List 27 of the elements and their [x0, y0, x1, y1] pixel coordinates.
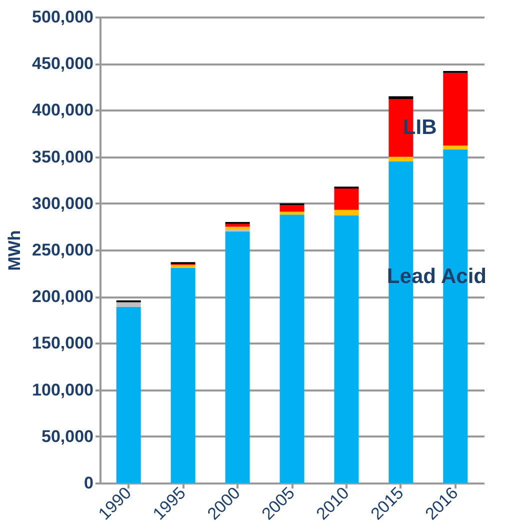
y-tick-label: 150,000	[32, 334, 94, 353]
y-tick-label: 300,000	[32, 194, 94, 213]
y-tick-label: 50,000	[42, 426, 94, 446]
bar	[225, 226, 250, 230]
bar	[334, 188, 359, 210]
bar	[388, 96, 414, 100]
y-tick-label: 100,000	[32, 380, 94, 400]
bar	[116, 302, 141, 307]
y-tick-label: 400,000	[32, 100, 94, 120]
bar	[280, 212, 304, 215]
bar	[388, 156, 414, 162]
bar	[116, 306, 141, 483]
y-axis-title: MWh	[5, 230, 24, 271]
y-tick-label: 250,000	[32, 240, 94, 260]
y-tick-label: 450,000	[32, 54, 94, 74]
bar	[280, 205, 304, 212]
bar	[280, 214, 304, 483]
y-tick-label: 200,000	[32, 287, 94, 306]
y-tick-label: 350,000	[32, 147, 94, 166]
bar	[443, 72, 468, 146]
y-tick-label: 500,000	[32, 8, 94, 26]
bar	[170, 268, 196, 483]
bar	[225, 231, 250, 483]
y-tick-label: 0	[84, 474, 94, 492]
bar	[443, 146, 468, 150]
bar	[334, 216, 359, 483]
bar	[334, 210, 359, 216]
